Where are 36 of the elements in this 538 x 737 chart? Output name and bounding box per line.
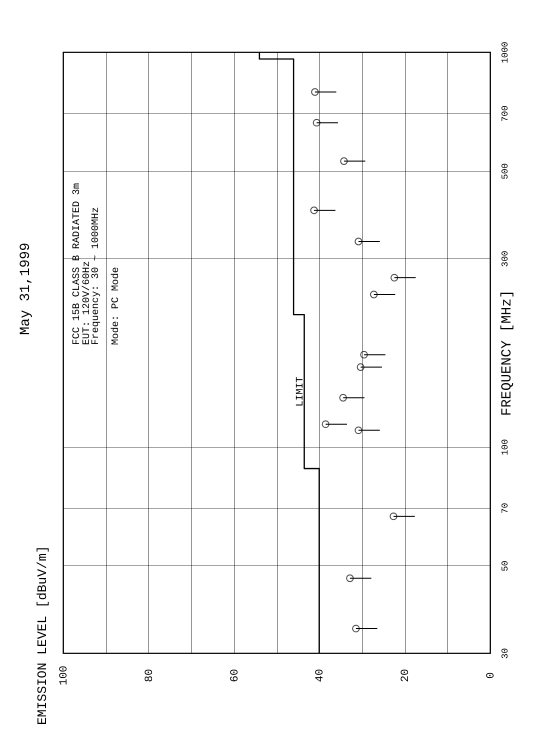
y-tick-label: 1000 xyxy=(500,42,510,64)
y-tick-label: 70 xyxy=(500,502,510,514)
y-tick-label: 700 xyxy=(500,106,510,122)
point xyxy=(322,420,330,428)
point xyxy=(390,274,398,282)
x-tick-label: 60 xyxy=(229,668,242,682)
x-tick-label: 80 xyxy=(144,668,156,682)
annotation: Mode: PC Mode xyxy=(110,266,122,345)
point xyxy=(370,290,378,298)
y-tick-label: 300 xyxy=(500,250,510,267)
y-tick-label: 30 xyxy=(500,648,510,659)
annotation: Frequency: 30 ~ 1000MHz xyxy=(91,206,102,345)
point xyxy=(356,363,364,372)
text: LIMIT xyxy=(295,376,306,407)
point xyxy=(346,574,354,582)
point xyxy=(390,512,398,520)
x-tick-label: 20 xyxy=(400,668,412,682)
point xyxy=(312,118,320,127)
point xyxy=(354,238,362,246)
point xyxy=(311,88,319,96)
text: EMISSION LEVEL [dBuV/m] xyxy=(35,546,50,725)
x-tick-label: 40 xyxy=(314,668,327,682)
y-axis-title: FREQUENCY [MHz] xyxy=(500,290,516,416)
text: May 31,1999 xyxy=(18,242,34,335)
point xyxy=(352,624,360,632)
y-tick-label: 50 xyxy=(500,560,510,572)
y-tick-label: 100 xyxy=(500,439,510,456)
point xyxy=(354,426,362,434)
point xyxy=(340,157,348,165)
point xyxy=(310,206,318,214)
x-tick-label: 0 xyxy=(486,672,498,679)
point xyxy=(339,394,347,402)
point xyxy=(360,350,368,359)
y-tick-label: 500 xyxy=(500,163,510,180)
annotation: FCC 15B CLASS B RADIATED 3m xyxy=(72,182,83,345)
x-tick-label: 100 xyxy=(58,666,70,686)
